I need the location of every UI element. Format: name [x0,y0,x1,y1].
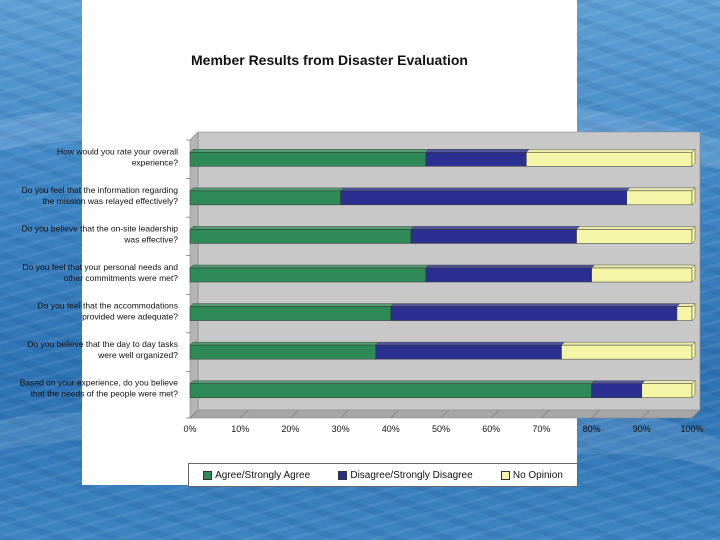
bar-segment [189,344,376,360]
bar-segment [189,152,427,167]
category-label: Based on your experience, do you believe [20,378,179,388]
bar-segment-top [425,149,530,153]
category-label: other commitments were met? [64,273,179,283]
bar-end-cap [691,187,696,206]
x-tick-label: 70% [532,424,550,434]
bar-segment [591,383,643,398]
category-label: Do you believe that the on-site leadersh… [22,223,179,233]
bar-segment-top [189,187,345,192]
x-gridline [541,409,550,419]
bar-end-cap [691,341,696,360]
bar-segment [425,267,592,283]
bar-segment-top [525,149,696,153]
legend-item: Disagree/Strongly Disagree [338,469,473,481]
bar-end-cap [691,225,696,244]
x-tick-label: 40% [382,424,400,434]
bar-segment-top [189,341,380,346]
bar-segment-top [410,226,581,230]
x-gridline [340,409,349,419]
legend-swatch [203,470,213,480]
bar-segment [189,383,592,398]
bar-segment-top [560,341,696,346]
bar-segment [641,383,693,398]
bar-segment [340,190,627,206]
x-tick-label: 10% [231,424,249,434]
legend-label: Disagree/Strongly Disagree [350,469,473,481]
legend-swatch [338,470,348,480]
bar-segment-top [189,149,430,153]
bar-segment-top [340,187,631,192]
x-tick-label: 30% [332,424,350,434]
category-label: provided were adequate? [82,312,178,322]
bar-segment-top [375,341,565,346]
bar-segment [626,190,693,206]
bar-segment [425,152,527,167]
category-label: Do you feel that your personal needs and [23,262,179,272]
bar-segment [375,344,562,360]
bar-end-cap [691,264,696,283]
bar-segment [526,152,693,167]
bar-segment [561,344,693,360]
bar-segment [576,229,693,244]
category-label: the mission was relayed effectively? [43,196,179,206]
bar-end-cap [691,380,696,399]
chart-legend: Agree/Strongly Agree Disagree/Strongly D… [188,463,578,487]
bar-segment [189,306,392,321]
x-gridline [390,409,400,419]
x-tick-label: 0% [183,424,196,434]
bar-segment [189,267,427,283]
bar-segment-top [189,380,596,384]
bar-segment [410,229,577,244]
bar-segment-top [576,226,696,230]
bar-segment-top [425,264,596,269]
bar-segment [676,306,693,321]
legend-item: Agree/Strongly Agree [203,470,310,481]
x-tick-label: 50% [432,424,450,434]
x-tick-label: 100% [680,424,703,434]
category-label: was effective? [123,234,178,244]
x-gridline [490,409,500,419]
x-tick-label: 60% [482,424,500,434]
category-label: Do you feel that the information regardi… [22,185,179,195]
bar-segment-top [591,380,646,384]
bar-segment-top [641,380,696,384]
category-label: Do you believe that the day to day tasks [27,339,178,349]
bar-segment-top [626,187,696,192]
category-label: were well organized? [97,350,178,360]
x-tick-label: 20% [281,424,299,434]
chart-title: Member Results from Disaster Evaluation [191,52,468,68]
x-gridline [641,409,651,419]
bar-segment [591,267,693,283]
category-label: experience? [132,157,179,167]
bar-end-cap [691,148,696,167]
x-gridline [290,409,299,419]
bar-segment-top [591,264,696,269]
bar-segment [390,306,678,321]
legend-label: Agree/Strongly Agree [215,469,311,481]
bar-segment-top [189,264,430,269]
bar-segment [189,229,412,244]
bar-segment-top [390,303,681,307]
x-gridline [591,409,600,419]
category-label: Do you feel that the accommodations [38,301,178,311]
bar-end-cap [691,303,696,322]
bar-segment-top [189,303,395,307]
legend-swatch [500,470,510,480]
x-tick-label: 90% [633,424,651,434]
category-label: How would you rate your overall [57,146,178,156]
bar-segment-top [189,226,415,230]
legend-label: No Opinion [512,469,563,481]
x-gridline [691,409,701,419]
x-tick-label: 80% [583,424,601,434]
x-gridline [440,409,450,419]
x-gridline [239,409,249,419]
category-label: that the needs of the people were met? [31,389,179,399]
bar-segment [189,190,341,206]
x-gridline [189,409,199,419]
legend-item: No Opinion [500,469,563,481]
